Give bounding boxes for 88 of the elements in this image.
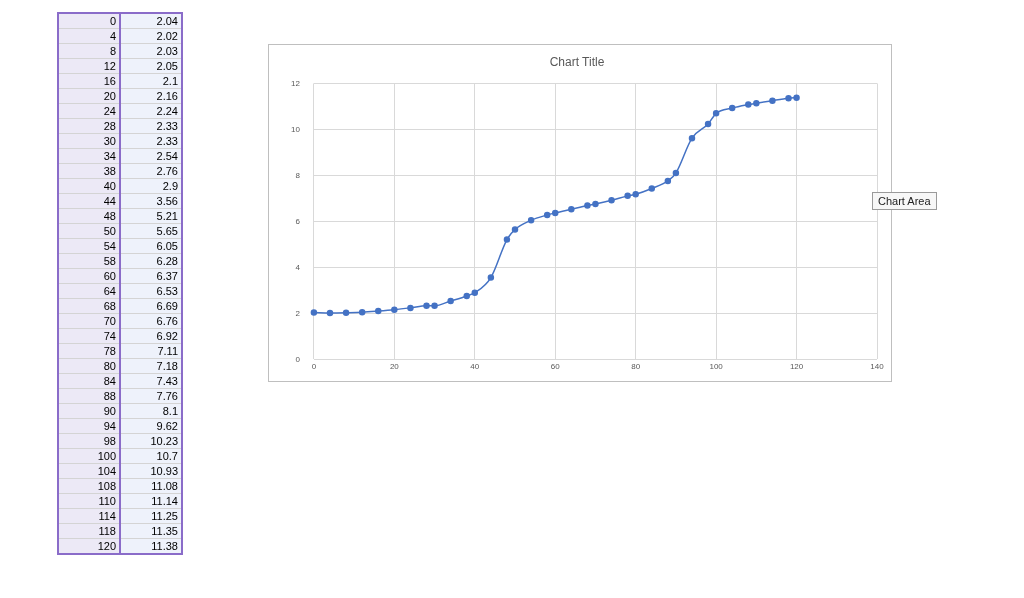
data-label: 6.76 bbox=[120, 313, 182, 329]
category-label: 58 bbox=[58, 253, 120, 269]
data-label: 5.21 bbox=[120, 208, 182, 224]
data-label: 10.7 bbox=[120, 448, 182, 464]
y-tick-label: 12 bbox=[290, 78, 301, 88]
data-label: 2.03 bbox=[120, 43, 182, 59]
data-label: 6.28 bbox=[120, 253, 182, 269]
category-label: 34 bbox=[58, 148, 120, 164]
category-label: 94 bbox=[58, 418, 120, 434]
x-tick-label: 120 bbox=[789, 362, 804, 372]
category-label: 98 bbox=[58, 433, 120, 449]
chart-title: Chart Title bbox=[549, 54, 605, 69]
data-label: 11.38 bbox=[120, 538, 182, 554]
category-label: 4 bbox=[58, 28, 120, 44]
data-label: 2.16 bbox=[120, 88, 182, 104]
category-label: 118 bbox=[58, 523, 120, 539]
y-tick-label: 2 bbox=[295, 308, 301, 318]
data-label: 5.65 bbox=[120, 223, 182, 239]
data-label: 11.35 bbox=[120, 523, 182, 539]
x-tick-label: 80 bbox=[631, 362, 641, 372]
data-label: 2.1 bbox=[120, 73, 182, 89]
data-label: 7.43 bbox=[120, 373, 182, 389]
category-label: 24 bbox=[58, 103, 120, 119]
x-tick-label: 0 bbox=[311, 362, 317, 372]
category-label: 0 bbox=[58, 13, 120, 29]
category-label: 104 bbox=[58, 463, 120, 479]
category-label: 88 bbox=[58, 388, 120, 404]
data-label: 7.11 bbox=[120, 343, 182, 359]
data-label: 10.93 bbox=[120, 463, 182, 479]
x-tick-label: 20 bbox=[389, 362, 400, 372]
y-tick-label: 10 bbox=[290, 124, 301, 134]
x-tick-label: 40 bbox=[470, 362, 480, 372]
category-label: 108 bbox=[58, 478, 120, 494]
category-label: 30 bbox=[58, 133, 120, 149]
category-label: 84 bbox=[58, 373, 120, 389]
category-label: 38 bbox=[58, 163, 120, 179]
data-label: 8.1 bbox=[120, 403, 182, 419]
data-label: 6.37 bbox=[120, 268, 182, 284]
x-tick-label: 140 bbox=[870, 362, 885, 372]
data-label: 2.02 bbox=[120, 28, 182, 44]
data-label: 10.23 bbox=[120, 433, 182, 449]
data-label: 2.54 bbox=[120, 148, 182, 164]
category-label: 110 bbox=[58, 493, 120, 509]
data-label: 2.24 bbox=[120, 103, 182, 119]
y-tick-label: 0 bbox=[295, 354, 301, 364]
data-label: 3.56 bbox=[120, 193, 182, 209]
x-tick-label: 100 bbox=[709, 362, 724, 372]
data-label: 2.9 bbox=[120, 178, 182, 194]
category-label: 20 bbox=[58, 88, 120, 104]
category-label: 8 bbox=[58, 43, 120, 59]
category-label: 120 bbox=[58, 538, 120, 554]
category-label: 50 bbox=[58, 223, 120, 239]
y-tick-label: 8 bbox=[295, 170, 301, 180]
category-label: 100 bbox=[58, 448, 120, 464]
category-label: 40 bbox=[58, 178, 120, 194]
data-label: 11.08 bbox=[120, 478, 182, 494]
data-label: 11.14 bbox=[120, 493, 182, 509]
data-label: 6.53 bbox=[120, 283, 182, 299]
data-label: 9.62 bbox=[120, 418, 182, 434]
x-tick-label: 60 bbox=[550, 362, 561, 372]
category-label: 54 bbox=[58, 238, 120, 254]
category-label: 60 bbox=[58, 268, 120, 284]
data-label: 6.92 bbox=[120, 328, 182, 344]
data-label: 6.05 bbox=[120, 238, 182, 254]
category-label: 90 bbox=[58, 403, 120, 419]
category-label: 16 bbox=[58, 73, 120, 89]
data-label: 2.04 bbox=[120, 13, 182, 29]
data-label: 2.05 bbox=[120, 58, 182, 74]
category-label: 78 bbox=[58, 343, 120, 359]
category-label: 44 bbox=[58, 193, 120, 209]
data-label: 11.25 bbox=[120, 508, 182, 524]
category-label: 28 bbox=[58, 118, 120, 134]
y-tick-label: 4 bbox=[295, 262, 301, 272]
category-label: 74 bbox=[58, 328, 120, 344]
category-label: 68 bbox=[58, 298, 120, 314]
category-label: 64 bbox=[58, 283, 120, 299]
category-label: 70 bbox=[58, 313, 120, 329]
data-label: 7.18 bbox=[120, 358, 182, 374]
category-label: 48 bbox=[58, 208, 120, 224]
data-label: 6.69 bbox=[120, 298, 182, 314]
category-label: 114 bbox=[58, 508, 120, 524]
text: Chart Area bbox=[872, 192, 937, 210]
data-label: 2.76 bbox=[120, 163, 182, 179]
data-label: 2.33 bbox=[120, 133, 182, 149]
data-label: 2.33 bbox=[120, 118, 182, 134]
category-label: 12 bbox=[58, 58, 120, 74]
y-tick-label: 6 bbox=[295, 216, 301, 226]
data-label: 7.76 bbox=[120, 388, 182, 404]
